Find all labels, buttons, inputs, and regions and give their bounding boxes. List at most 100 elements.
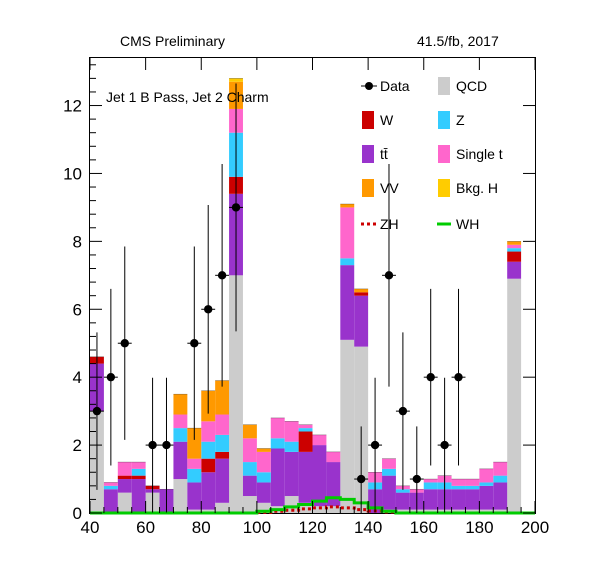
bar-z-12 <box>256 472 271 483</box>
data-point-10 <box>231 203 241 212</box>
legend-tt-swatch <box>362 145 374 163</box>
bar-tt-3 <box>131 479 146 513</box>
bar-single_t-13 <box>270 417 285 439</box>
data-point-4 <box>148 440 157 450</box>
bar-single_t-17 <box>326 451 341 463</box>
legend-single-t-swatch <box>438 145 450 163</box>
bar-qcd-9 <box>215 502 230 513</box>
bar-w-15 <box>298 431 313 452</box>
bar-qcd-6 <box>173 479 188 513</box>
signal-wh <box>90 496 535 515</box>
bar-z-13 <box>270 438 285 449</box>
bar-vv-11 <box>242 424 257 439</box>
bar-tt-22 <box>395 492 410 510</box>
ytick-label-10: 10 <box>63 164 82 183</box>
bar-tt-21 <box>382 475 396 510</box>
legend-data: Data <box>380 78 410 94</box>
bar-single_t-27 <box>465 479 480 486</box>
bar-tt-29 <box>493 482 508 510</box>
bar-qcd-27 <box>465 509 480 513</box>
bar-qcd-29 <box>493 509 508 513</box>
bar-vv-7 <box>187 428 202 459</box>
data-point-26 <box>454 372 463 382</box>
ytick-label-12: 12 <box>63 97 82 116</box>
axes: 40 60 80 100 120 140 160 180 200 0 2 4 6 8 10 12 <box>63 58 549 537</box>
bar-tt-30 <box>507 261 522 279</box>
bar-z-1 <box>103 485 118 490</box>
data-point-2 <box>120 339 129 348</box>
xtick-label-60: 60 <box>136 518 155 537</box>
bar-vv-9 <box>215 380 230 415</box>
legend-w: W <box>380 112 394 128</box>
bar-single_t-2 <box>117 462 132 476</box>
bar-vv-19 <box>354 288 369 293</box>
bar-tt-24 <box>423 489 438 510</box>
bar-z-30 <box>507 248 522 252</box>
bar-vv-12 <box>256 448 271 452</box>
bar-single_t-16 <box>312 434 327 446</box>
bar-w-9 <box>215 451 230 459</box>
bar-tt-15 <box>298 451 313 503</box>
xtick-label-140: 140 <box>354 518 382 537</box>
xtick-label-80: 80 <box>192 518 211 537</box>
plot-frame <box>89 57 536 514</box>
bar-single_t-9 <box>215 414 230 435</box>
legend-qcd-swatch <box>438 77 450 95</box>
bar-bkg_h-10 <box>229 78 243 82</box>
bar-tt-28 <box>479 485 494 510</box>
signal-lines <box>90 496 535 515</box>
bar-z-29 <box>493 475 508 483</box>
cms-label: CMS Preliminary <box>120 33 225 49</box>
bar-z-7 <box>187 468 202 483</box>
bar-single_t-30 <box>507 244 522 249</box>
bar-qcd-2 <box>117 492 132 513</box>
bar-w-8 <box>201 458 216 473</box>
xtick-label-200: 200 <box>521 518 549 537</box>
ytick-label-2: 2 <box>73 436 82 455</box>
xtick-label-160: 160 <box>410 518 438 537</box>
bar-vv-18 <box>340 204 355 208</box>
data-point-19 <box>356 474 366 484</box>
bar-tt-27 <box>465 489 480 510</box>
bar-single_t-15 <box>298 424 313 429</box>
bar-tt-6 <box>173 441 188 480</box>
bar-w-2 <box>117 475 132 480</box>
bar-qcd-24 <box>423 509 438 513</box>
legend-vv: VV <box>380 180 399 196</box>
bar-z-6 <box>173 428 188 442</box>
lumi-label: 41.5/fb, 2017 <box>417 33 499 49</box>
bar-w-30 <box>507 251 522 262</box>
xtick-label-180: 180 <box>465 518 493 537</box>
legend-single-t: Single t <box>456 146 503 162</box>
bar-qcd-16 <box>312 506 327 513</box>
bar-single_t-26 <box>451 479 466 486</box>
bar-w-3 <box>131 475 146 480</box>
bar-single_t-6 <box>173 414 188 429</box>
bar-qcd-30 <box>507 278 522 513</box>
bar-qcd-11 <box>242 496 257 513</box>
bar-single_t-11 <box>242 438 257 463</box>
bar-qcd-12 <box>256 502 271 513</box>
legend-z: Z <box>456 112 465 128</box>
xtick-label-120: 120 <box>298 518 326 537</box>
bar-qcd-14 <box>284 496 299 513</box>
legend: Data QCD W Z tt̄ Single t VV Bkg. H ZH W… <box>361 77 503 232</box>
legend-bkg-h-swatch <box>438 179 450 197</box>
bar-tt-13 <box>270 448 285 507</box>
bar-tt-11 <box>242 475 257 497</box>
data-point-5 <box>162 440 171 450</box>
selection-label: Jet 1 B Pass, Jet 2 Charm <box>106 89 269 105</box>
xtick-label-100: 100 <box>243 518 271 537</box>
bar-qcd-15 <box>298 502 313 513</box>
bar-single_t-18 <box>340 207 355 259</box>
data-point-20 <box>370 440 380 450</box>
bar-z-14 <box>284 441 299 452</box>
bar-tt-1 <box>103 489 118 513</box>
data-point-25 <box>440 440 449 450</box>
bar-tt-26 <box>451 489 466 510</box>
data-point-8 <box>204 305 213 314</box>
legend-w-swatch <box>362 111 374 129</box>
bar-z-9 <box>215 434 230 452</box>
legend-z-swatch <box>438 111 450 129</box>
